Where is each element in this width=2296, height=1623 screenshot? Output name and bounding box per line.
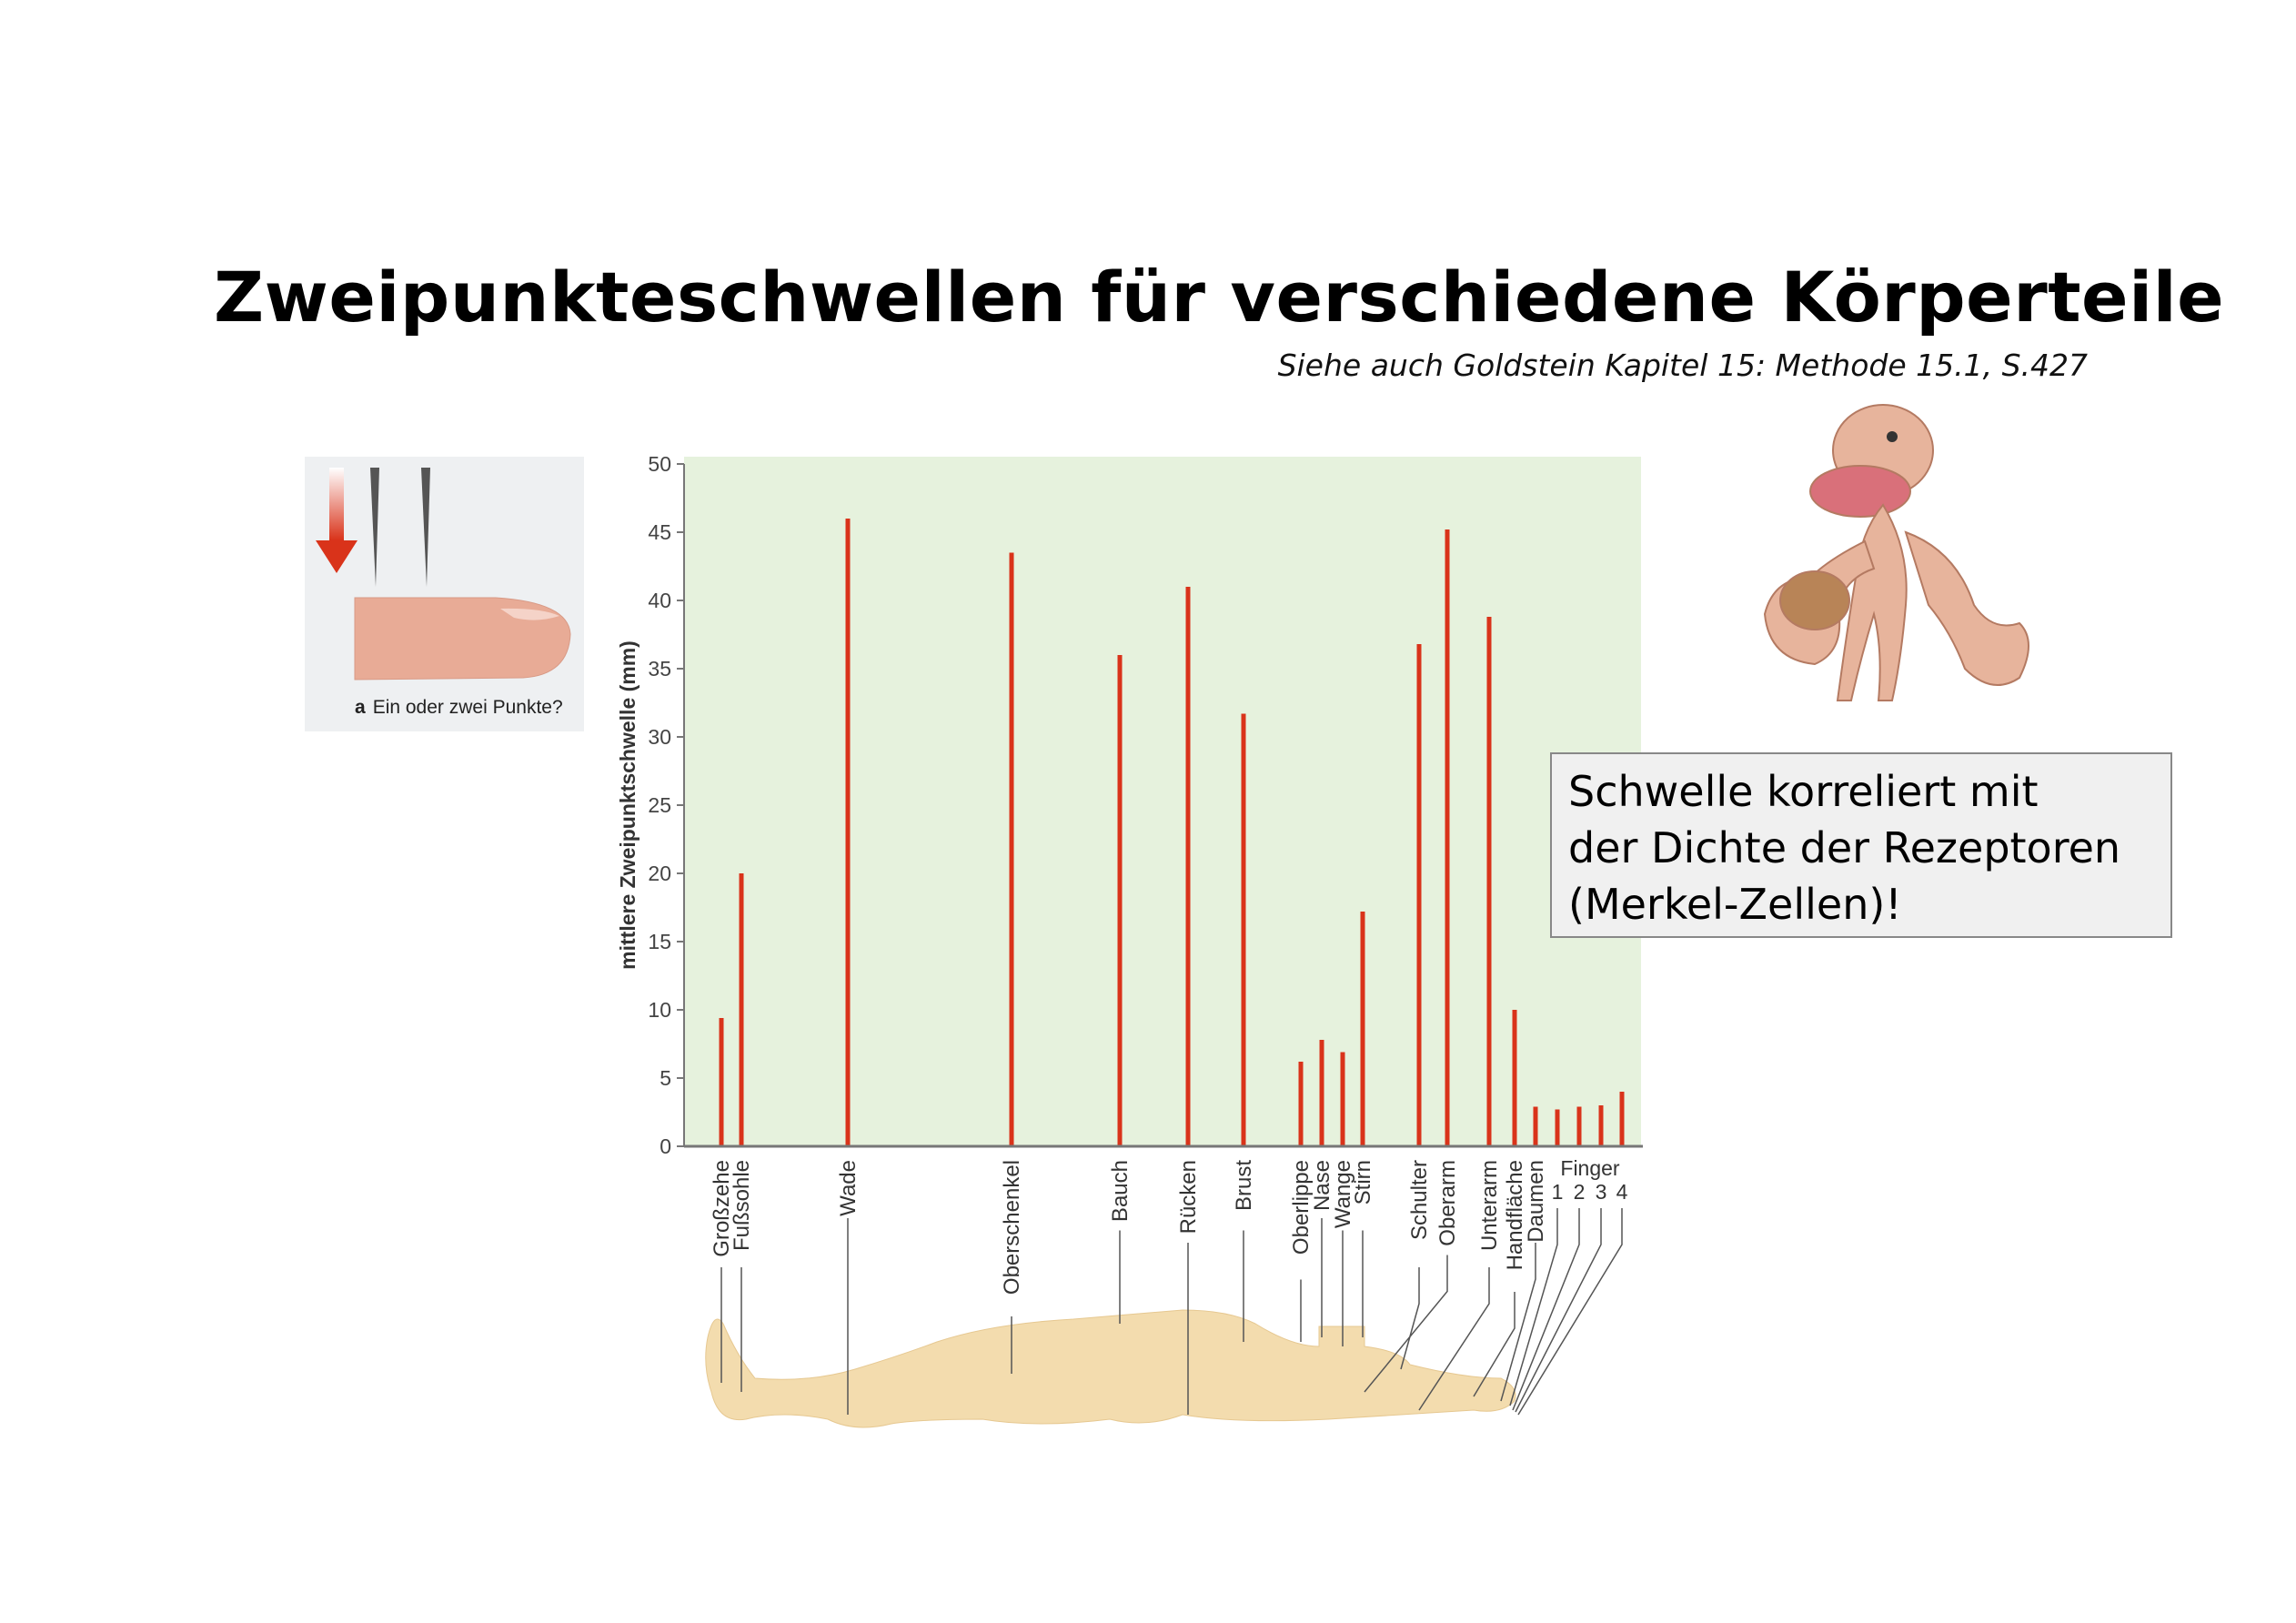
- x-label-Unterarm: Unterarm: [1477, 1160, 1502, 1251]
- y-tick-label: 15: [648, 930, 671, 953]
- callout-line: (Merkel-Zellen)!: [1568, 880, 1902, 929]
- y-tick-label: 25: [648, 793, 671, 817]
- bar-Daumen: [1533, 1106, 1538, 1146]
- x-label-Oberarm: Oberarm: [1435, 1160, 1460, 1246]
- bar-Wade: [845, 519, 851, 1146]
- bar-1: [1555, 1109, 1560, 1146]
- x-label-Wade: Wade: [836, 1160, 861, 1216]
- y-tick-label: 45: [648, 520, 671, 544]
- leader-line: [1517, 1208, 1623, 1416]
- finger-shape: [354, 597, 571, 680]
- leader-line: [1473, 1292, 1516, 1397]
- y-tick-label: 5: [660, 1066, 671, 1090]
- leader-line: [1364, 1255, 1448, 1393]
- page-title: Zweipunkteschwellen für verschiedene Kör…: [214, 257, 2225, 338]
- y-tick-label: 50: [648, 452, 671, 476]
- bar-Unterarm: [1486, 617, 1492, 1146]
- x-label-Schulter: Schulter: [1407, 1160, 1432, 1240]
- finger-needles-image: [316, 468, 571, 680]
- bar-Handfläche: [1512, 1010, 1517, 1146]
- leader-line: [1512, 1208, 1580, 1411]
- bar-Oberarm: [1445, 529, 1450, 1146]
- leader-line: [1500, 1243, 1536, 1402]
- x-label-Stirn: Stirn: [1351, 1160, 1375, 1205]
- bar-4: [1619, 1092, 1625, 1146]
- callout-line: Schwelle korreliert mit: [1568, 767, 2039, 816]
- x-label-Wange: Wange: [1331, 1160, 1355, 1228]
- y-tick-label: 20: [648, 862, 671, 885]
- bar-3: [1598, 1105, 1604, 1146]
- bar-Oberlippe: [1298, 1062, 1304, 1146]
- bar-Wange: [1340, 1052, 1345, 1146]
- x-label-finger-2: 2: [1574, 1180, 1586, 1204]
- bar-Brust: [1241, 713, 1246, 1146]
- x-label-Nase: Nase: [1310, 1160, 1334, 1211]
- x-label-Handfläche: Handfläche: [1503, 1160, 1527, 1270]
- leader-line: [1509, 1208, 1558, 1406]
- x-label-Rücken: Rücken: [1176, 1160, 1201, 1234]
- y-tick-label: 35: [648, 657, 671, 680]
- finger-group-label: Finger: [1560, 1156, 1620, 1180]
- bar-Oberschenkel: [1009, 552, 1014, 1146]
- body-silhouette: [705, 1309, 1516, 1428]
- y-axis-label: mittlere Zweipunktschwelle (mm): [616, 640, 639, 970]
- x-label-Oberschenkel: Oberschenkel: [1000, 1160, 1024, 1295]
- x-label-finger-4: 4: [1616, 1180, 1628, 1204]
- x-label-Brust: Brust: [1232, 1160, 1256, 1211]
- bar-Schulter: [1416, 644, 1422, 1146]
- finger-illustration: a Ein oder zwei Punkte?: [305, 457, 584, 731]
- figure-letter: a: [355, 697, 366, 718]
- arrow-head: [316, 540, 357, 573]
- y-tick-label: 0: [660, 1134, 671, 1158]
- bar-Bauch: [1117, 655, 1123, 1146]
- sensory-homunculus-image: [1763, 404, 2029, 701]
- x-label-Fußsohle: Fußsohle: [730, 1160, 754, 1251]
- callout-line: der Dichte der Rezeptoren: [1568, 823, 2121, 872]
- x-label-Oberlippe: Oberlippe: [1289, 1160, 1314, 1255]
- bar-Fußsohle: [739, 873, 744, 1146]
- x-label-finger-3: 3: [1596, 1180, 1607, 1204]
- y-tick-label: 30: [648, 725, 671, 749]
- leader-line: [1400, 1267, 1420, 1370]
- needle-right: [421, 468, 430, 587]
- x-label-finger-1: 1: [1552, 1180, 1564, 1204]
- bar-Stirn: [1360, 912, 1365, 1146]
- bar-Großzehe: [719, 1018, 724, 1146]
- arrow-down-icon: [329, 468, 344, 540]
- y-tick-label: 40: [648, 589, 671, 612]
- leader-line: [1515, 1208, 1602, 1413]
- subtitle-reference: Siehe auch Goldstein Kapitel 15: Methode…: [1277, 348, 2088, 383]
- figure-caption: Ein oder zwei Punkte?: [372, 697, 563, 718]
- callout-box: Schwelle korreliert mit der Dichte der R…: [1550, 752, 2172, 938]
- x-label-Großzehe: Großzehe: [710, 1160, 734, 1257]
- x-label-Bauch: Bauch: [1108, 1160, 1133, 1222]
- needle-left: [370, 468, 379, 587]
- x-label-Daumen: Daumen: [1524, 1160, 1548, 1243]
- leader-line: [1418, 1267, 1490, 1411]
- fingernail: [500, 608, 559, 620]
- y-tick-label: 10: [648, 998, 671, 1022]
- bar-Nase: [1319, 1040, 1324, 1146]
- bar-Rücken: [1185, 587, 1191, 1146]
- bar-2: [1576, 1106, 1582, 1146]
- plot-background: [684, 457, 1641, 1146]
